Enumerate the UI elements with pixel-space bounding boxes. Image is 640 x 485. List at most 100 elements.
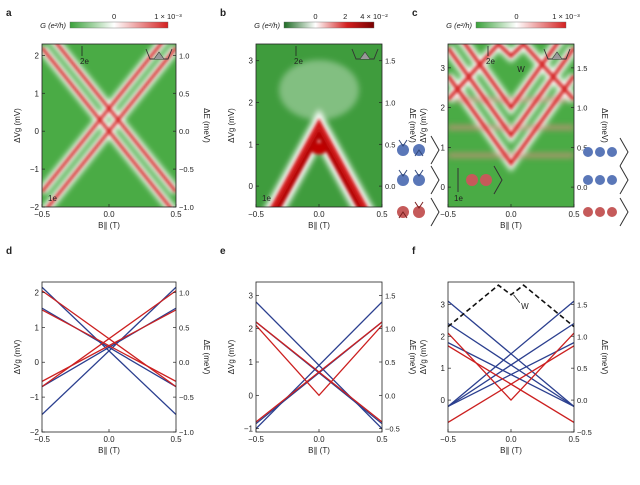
y-tick-label: 2 [441, 332, 446, 341]
annotation-arrow [513, 294, 521, 303]
x-tick-label: 0.0 [505, 210, 517, 219]
x-axis-label: B∥ (T) [308, 221, 330, 230]
y2-tick-label: 0.5 [577, 143, 587, 152]
y2-tick-label: 1.0 [179, 288, 189, 297]
y2-tick-label: 1.5 [577, 64, 587, 73]
y-tick-label: 3 [249, 291, 254, 300]
y-tick-label: 3 [441, 64, 446, 73]
y-tick-label: −2 [30, 203, 40, 212]
x-axis-label: B∥ (T) [500, 221, 522, 230]
panel-label: b [220, 8, 226, 19]
y2-tick-label: 0.5 [385, 140, 395, 149]
colorbar-tick-label: 0 [514, 12, 518, 21]
y-axis-label: ΔVg (mV) [13, 339, 22, 374]
y2-tick-label: 0.5 [577, 364, 587, 373]
red-line [448, 345, 574, 423]
y-tick-label: 1 [35, 323, 40, 332]
barrier-icon [551, 51, 563, 60]
heatmap-w-line [448, 44, 574, 101]
annotation-w: W [517, 65, 525, 74]
panel-c: −0.5 0.0 0.5 0 1 2 3 0.0 0.5 1.0 1.5 B∥ (T) ΔVg (mV)… [412, 8, 609, 230]
y2-tick-label: 0.0 [385, 182, 395, 191]
x-tick-label: 0.0 [103, 210, 115, 219]
y-tick-label: 0 [35, 358, 40, 367]
y-tick-label: 2 [441, 104, 446, 113]
red-line [42, 309, 176, 382]
x-tick-label: −0.5 [248, 435, 264, 444]
x-tick-label: 0.5 [568, 210, 580, 219]
y-tick-label: −2 [30, 428, 40, 437]
y2-tick-label: −1.0 [179, 428, 194, 437]
colorbar [69, 21, 169, 29]
y2-tick-label: 0.0 [385, 391, 395, 400]
y-tick-label: 0 [441, 183, 446, 192]
x-tick-label: 0.5 [170, 210, 182, 219]
panel-label: c [412, 8, 418, 19]
y-tick-label: 0 [35, 127, 40, 136]
y-tick-label: 1 [441, 364, 446, 373]
colorbar-tick-label: 4 × 10⁻² [360, 12, 388, 21]
y-tick-label: 2 [35, 51, 40, 60]
y-axis-label: ΔVg (mV) [419, 108, 428, 143]
y-tick-label: 2 [249, 325, 254, 334]
x-tick-label: −0.5 [440, 435, 456, 444]
y2-tick-label: 1.5 [385, 57, 395, 66]
y2-tick-label: −0.5 [385, 425, 400, 434]
blue-line [42, 286, 176, 416]
y2-axis-label: ΔE (meV) [600, 108, 609, 143]
annotation-2e: 2e [486, 57, 495, 66]
y-tick-label: 0 [249, 182, 254, 191]
blue-line [448, 342, 574, 408]
heatmap-blob [311, 142, 327, 155]
colorbar-title: G (e²/h) [254, 21, 280, 30]
y-tick-label: −1 [244, 425, 254, 434]
y2-tick-label: 0.5 [385, 358, 395, 367]
y2-axis-label: ΔE (meV) [600, 340, 609, 375]
panel-a: −0.5 0.0 0.5 −2 −1 0 1 2 −1.0 −0.5 0.0 0.5 1.0 B∥ (T)… [6, 8, 211, 230]
heatmap-line [42, 46, 172, 207]
red-line [256, 321, 382, 423]
x-tick-label: 0.5 [170, 435, 182, 444]
y2-tick-label: −0.5 [179, 393, 194, 402]
x-axis-label: B∥ (T) [98, 446, 120, 455]
barrier-icon [153, 51, 165, 60]
x-tick-label: 0.5 [376, 210, 388, 219]
y2-tick-label: 0.5 [179, 323, 189, 332]
heatmap-chevron [276, 128, 362, 207]
annotation-2e: 2e [80, 57, 89, 66]
annotation-1e: 1e [48, 194, 57, 203]
red-line [448, 332, 574, 402]
x-tick-label: 0.0 [505, 435, 517, 444]
y2-tick-label: 1.0 [385, 99, 395, 108]
blue-line [448, 300, 574, 407]
y2-tick-label: −1.0 [179, 203, 194, 212]
y-axis-label: ΔVg (mV) [227, 108, 236, 143]
black-line [448, 284, 574, 328]
y-tick-label: 2 [35, 288, 40, 297]
y2-axis-label: ΔE (meV) [408, 108, 417, 143]
y-tick-label: 1 [249, 358, 254, 367]
x-tick-label: 0.5 [568, 435, 580, 444]
y2-tick-label: −0.5 [179, 165, 194, 174]
y2-tick-label: 0.5 [179, 89, 189, 98]
y-tick-label: 3 [441, 300, 446, 309]
y-tick-label: −1 [30, 393, 40, 402]
red-line [256, 324, 382, 397]
colorbar-tick-label: 1 × 10⁻³ [552, 12, 580, 21]
colorbar-tick-label: 0 [313, 12, 317, 21]
y-tick-label: 1 [35, 89, 40, 98]
y-tick-label: 3 [249, 57, 254, 66]
annotation-2e: 2e [294, 57, 303, 66]
blue-line [448, 322, 574, 408]
panel-label: e [220, 246, 226, 257]
y2-axis-label: ΔE (meV) [408, 340, 417, 375]
panel-label: a [6, 8, 12, 19]
x-tick-label: −0.5 [248, 210, 264, 219]
panel-e: −0.5 0.0 0.5 −1 0 1 2 3 −0.5 0.0 0.5 1.0 1.5 B∥ (T) ΔV… [220, 246, 417, 455]
y2-axis-label: ΔE (meV) [202, 108, 211, 143]
y-tick-label: 0 [249, 391, 254, 400]
heatmap-chevron [463, 44, 559, 111]
annotation-1e: 1e [262, 194, 271, 203]
colorbar-tick-label: 1 × 10⁻³ [154, 12, 182, 21]
